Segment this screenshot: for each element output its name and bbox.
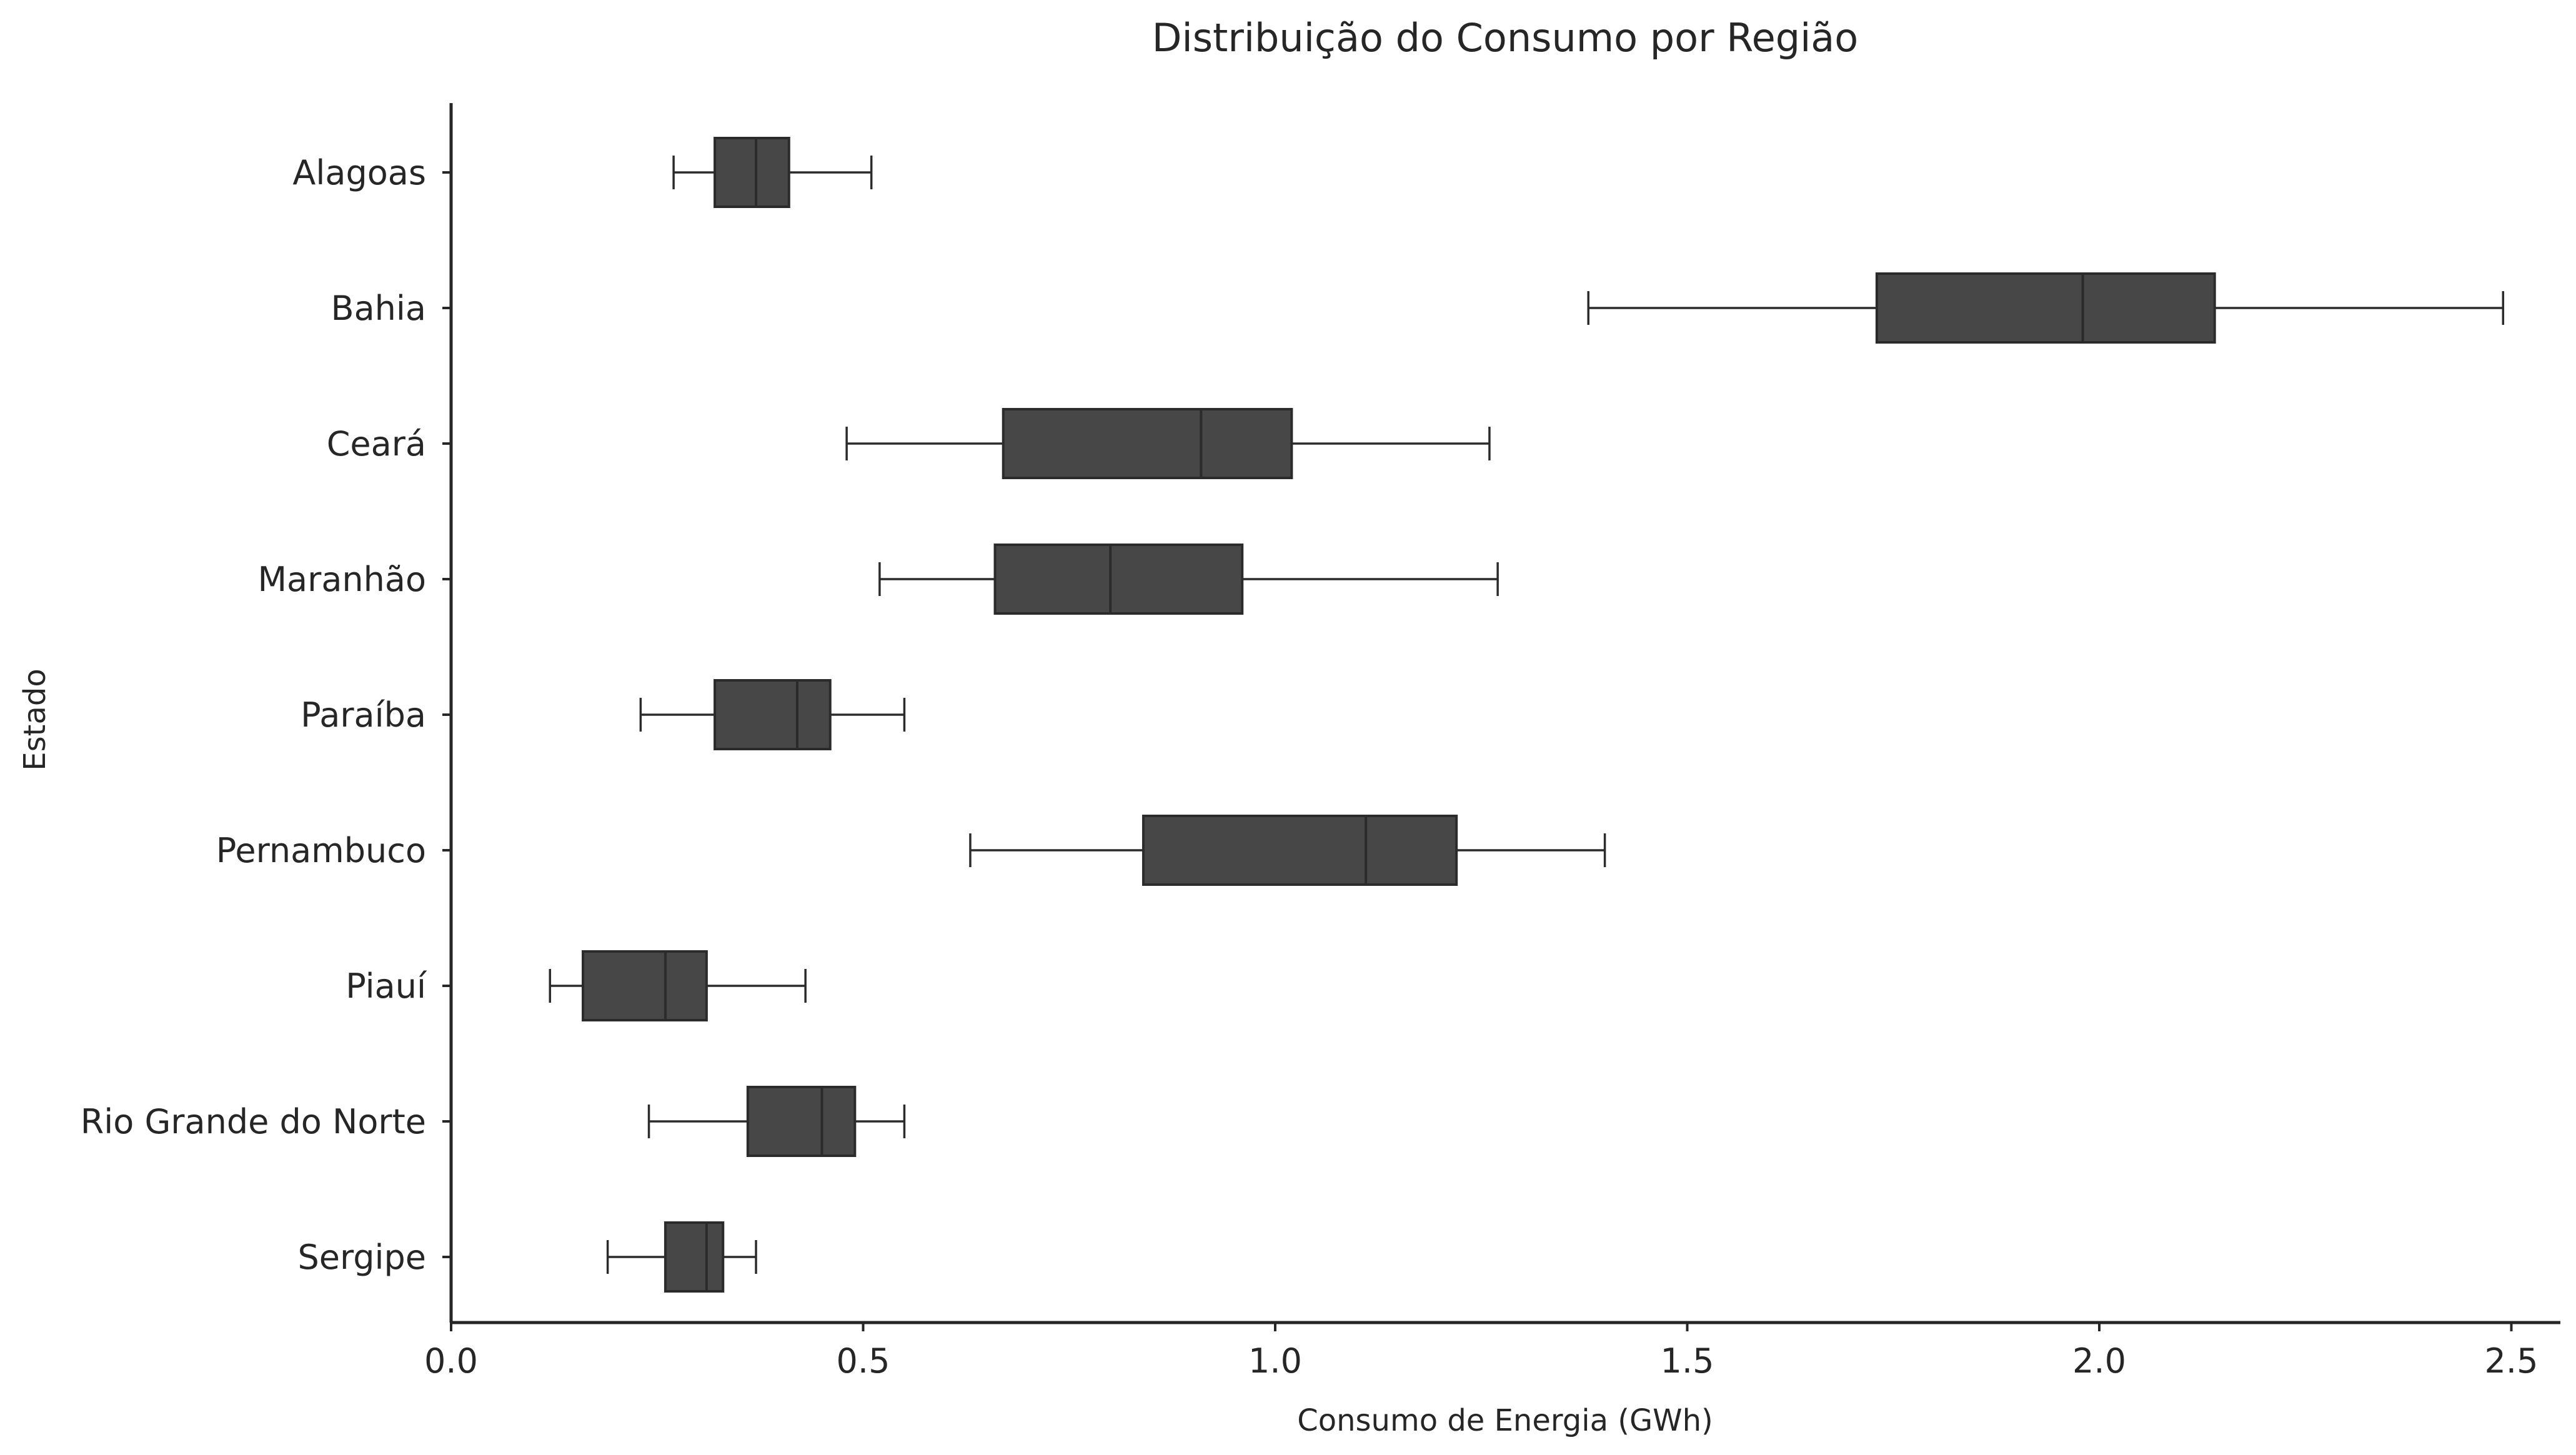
x-tick-label: 0.5 bbox=[837, 1341, 890, 1381]
y-tick-label: Sergipe bbox=[297, 1238, 426, 1277]
box-sergipe bbox=[664, 1221, 725, 1293]
box-maranhão bbox=[993, 544, 1244, 615]
y-tick-label: Piauí bbox=[346, 966, 427, 1006]
x-tick-label: 2.0 bbox=[2072, 1341, 2126, 1381]
y-tick-label: Paraíba bbox=[301, 695, 426, 735]
y-tick-label: Alagoas bbox=[292, 153, 426, 192]
y-axis-label: Estado bbox=[17, 668, 52, 770]
x-tick-label: 1.5 bbox=[1661, 1341, 1714, 1381]
box-alagoas bbox=[714, 137, 790, 208]
box-bahia bbox=[1875, 272, 2216, 344]
box-pernambuco bbox=[1141, 815, 1458, 886]
x-axis-label: Consumo de Energia (GWh) bbox=[1297, 1403, 1713, 1438]
y-tick-label: Bahia bbox=[331, 289, 426, 328]
box-piauí bbox=[582, 950, 708, 1021]
x-tick-label: 2.5 bbox=[2485, 1341, 2539, 1381]
x-tick-label: 1.0 bbox=[1248, 1341, 1302, 1381]
box-paraíba bbox=[714, 679, 832, 750]
chart-title: Distribuição do Consumo por Região bbox=[1152, 15, 1858, 61]
plot-area: 0.0 0.5 1.0 1.5 2.0 2.5 Alagoas Bahia Ceará Maran… bbox=[81, 103, 2560, 1381]
y-tick-label: Maranhão bbox=[257, 560, 426, 599]
x-tick-label: 0.0 bbox=[424, 1341, 478, 1381]
y-tick-label: Ceará bbox=[327, 424, 426, 464]
box-rio-grande-do-norte bbox=[746, 1086, 857, 1157]
y-tick-label: Rio Grande do Norte bbox=[81, 1102, 426, 1141]
y-tick-label: Pernambuco bbox=[216, 831, 426, 870]
box-ceará bbox=[1002, 408, 1293, 479]
